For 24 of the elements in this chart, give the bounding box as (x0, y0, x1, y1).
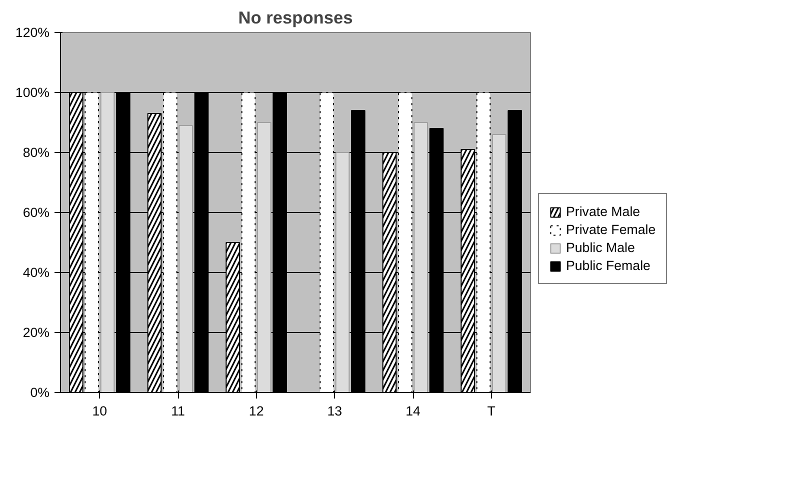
legend-label: Private Male (566, 204, 640, 219)
chart-title: No responses (238, 8, 353, 28)
x-tick-label: 14 (406, 404, 421, 418)
x-tick-label: 13 (327, 404, 342, 418)
x-tick-label: 11 (171, 404, 185, 418)
y-tick-label: 0% (30, 385, 50, 400)
y-tick-label: 60% (22, 205, 50, 220)
bar (257, 122, 272, 392)
y-tick-label: 80% (22, 145, 50, 160)
bar (414, 122, 428, 392)
legend-label: Public Male (566, 240, 635, 255)
bar (178, 125, 193, 392)
legend-label: Private Female (566, 222, 656, 237)
bar (100, 92, 115, 392)
bar (335, 152, 350, 392)
y-tick-label: 100% (15, 85, 50, 100)
x-tick-label: 10 (92, 404, 108, 418)
y-tick-label: 20% (22, 325, 50, 340)
bar (492, 134, 506, 392)
y-tick-label: 120% (15, 25, 50, 40)
x-tick-label: T (487, 404, 496, 418)
x-tick-label: 12 (248, 404, 264, 418)
y-tick-label: 40% (22, 265, 50, 280)
legend-label: Public Female (566, 258, 650, 273)
